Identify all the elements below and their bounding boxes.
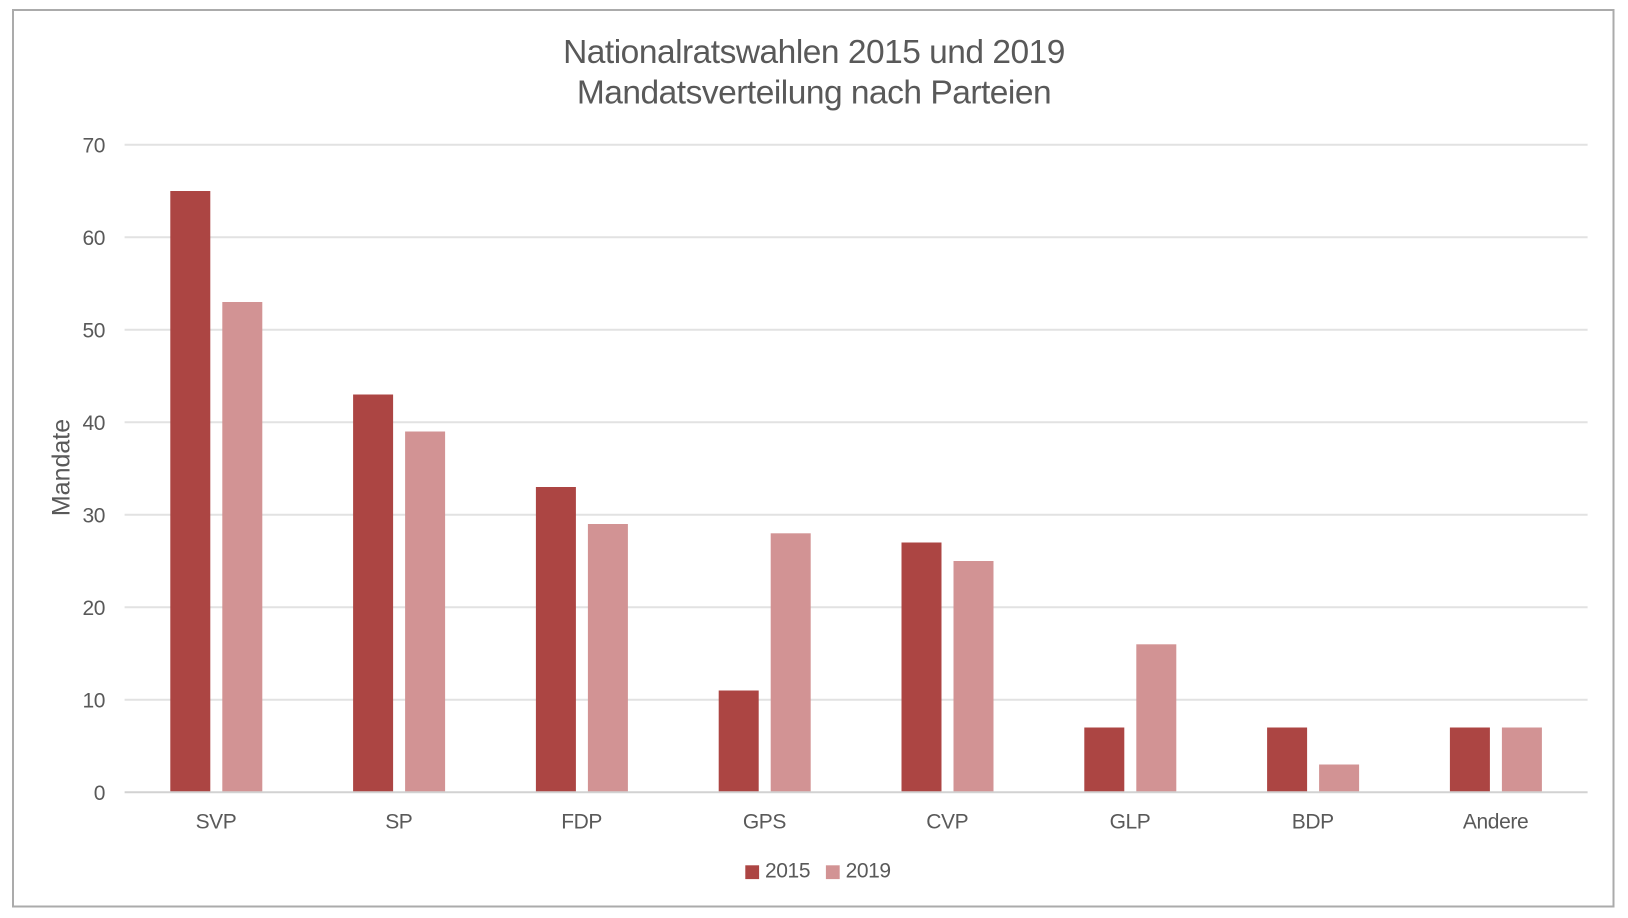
svg-text:GLP: GLP xyxy=(1110,811,1151,834)
svg-text:SP: SP xyxy=(385,811,412,834)
svg-text:10: 10 xyxy=(82,689,105,712)
svg-text:BDP: BDP xyxy=(1292,811,1334,834)
svg-text:60: 60 xyxy=(82,227,105,250)
svg-text:30: 30 xyxy=(82,504,105,527)
svg-text:20: 20 xyxy=(82,597,105,620)
svg-text:2015: 2015 xyxy=(765,860,810,883)
svg-text:0: 0 xyxy=(94,782,105,805)
svg-text:2019: 2019 xyxy=(846,860,891,883)
svg-text:Mandate: Mandate xyxy=(48,419,76,516)
svg-text:CVP: CVP xyxy=(926,811,968,834)
svg-text:Nationalratswahlen 2015 und 20: Nationalratswahlen 2015 und 2019 xyxy=(563,34,1065,71)
svg-text:SVP: SVP xyxy=(196,811,237,834)
svg-text:50: 50 xyxy=(82,319,105,342)
svg-text:70: 70 xyxy=(82,134,105,157)
svg-text:Andere: Andere xyxy=(1463,811,1528,834)
svg-text:40: 40 xyxy=(82,412,105,435)
svg-text:Mandatsverteilung nach Parteie: Mandatsverteilung nach Parteien xyxy=(577,75,1051,112)
svg-text:GPS: GPS xyxy=(743,811,787,834)
svg-text:FDP: FDP xyxy=(561,811,602,834)
